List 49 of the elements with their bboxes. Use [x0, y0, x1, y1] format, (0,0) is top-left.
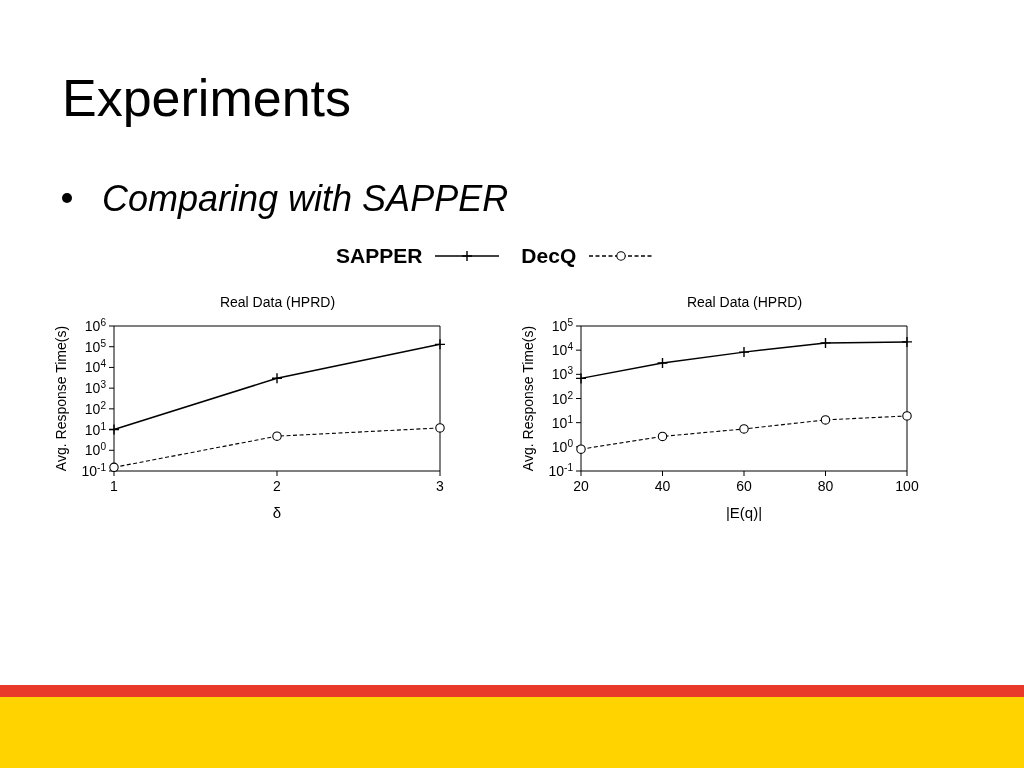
x-tick-label: 80 [817, 478, 834, 494]
y-tick-label: 10$^{3}$ [84, 378, 107, 397]
point [819, 337, 832, 349]
point [109, 462, 119, 473]
y-tick-label: 10$^{1}$ [84, 420, 107, 438]
point [656, 357, 669, 369]
point [272, 431, 282, 441]
x-tick-label: 3 [436, 478, 445, 494]
y-tick-label: 10$^{4}$ [84, 357, 107, 376]
chart-title: Real Data (HPRD) [219, 294, 336, 310]
y-tick-label: 10$^{4}$ [551, 340, 574, 359]
y-tick-label: 10$^{2}$ [84, 399, 107, 417]
x-tick-label: 1 [110, 478, 119, 494]
point [902, 411, 912, 421]
y-tick-label: 10$^{6}$ [84, 316, 107, 334]
y-axis-title: Avg. Response Time(s) [520, 325, 536, 472]
text: Comparing with SAPPER [102, 178, 509, 219]
y-tick-label: 10$^{-1}$ [81, 461, 107, 479]
point [108, 423, 120, 436]
x-tick-label: 60 [736, 478, 752, 494]
x-axis-title: |E(q)| [725, 504, 763, 521]
text: Experiments [62, 69, 351, 127]
point [738, 346, 750, 358]
x-tick-label: 20 [573, 478, 589, 494]
point [575, 372, 587, 385]
y-tick-label: 10$^{0}$ [551, 437, 574, 455]
y-tick-label: 10$^{5}$ [84, 337, 107, 355]
y-tick-label: 10$^{2}$ [551, 389, 574, 407]
x-tick-label: 100 [895, 478, 919, 494]
point [820, 415, 831, 425]
y-tick-label: 10$^{1}$ [551, 413, 574, 431]
y-tick-label: 10$^{5}$ [551, 316, 574, 334]
y-tick-label: 10$^{-1}$ [548, 461, 574, 479]
point [435, 423, 445, 433]
x-tick-label: 2 [273, 478, 282, 494]
point [901, 336, 913, 348]
x-axis-title: δ [272, 504, 282, 521]
y-axis-title: Avg. Response Time(s) [53, 325, 69, 472]
point [434, 338, 446, 351]
legend-label: SAPPER [336, 244, 423, 268]
point [576, 444, 586, 454]
chart-title: Real Data (HPRD) [686, 294, 803, 310]
point [657, 431, 668, 442]
legend-label: DecQ [521, 244, 577, 268]
y-tick-label: 10$^{3}$ [551, 364, 574, 383]
y-tick-label: 10$^{0}$ [84, 440, 107, 459]
x-tick-label: 40 [654, 478, 671, 494]
point [739, 424, 749, 434]
point [271, 372, 283, 384]
